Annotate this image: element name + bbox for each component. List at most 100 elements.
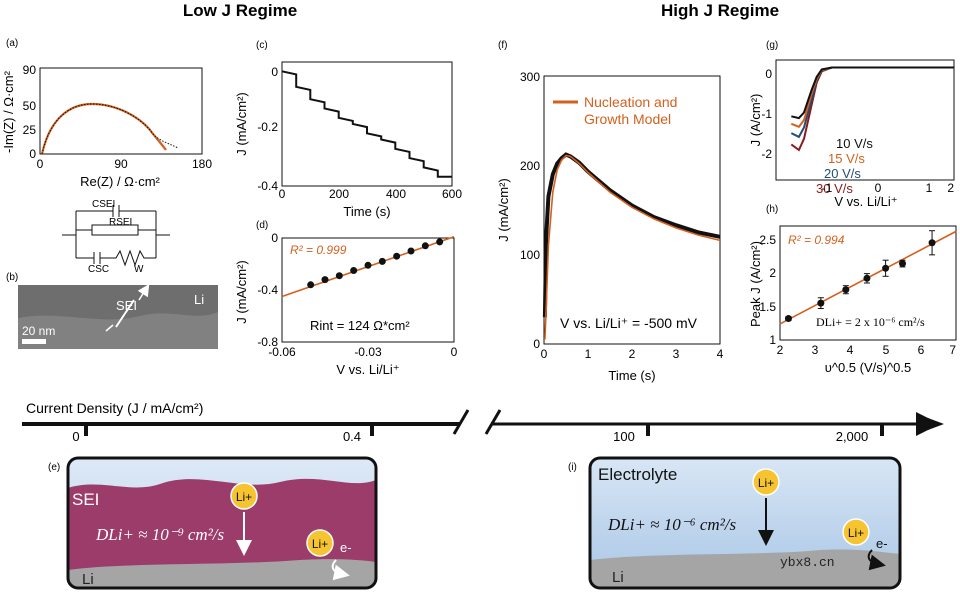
plot-frame-a	[39, 67, 203, 155]
y-axis-label-h: Peak J (A/cm²)	[748, 241, 763, 327]
tick-label: 0	[29, 147, 36, 161]
equivalent-circuit	[62, 205, 170, 267]
electron-label-i: e-	[876, 536, 888, 551]
y-axis-label-f: J (mA/cm²)	[496, 178, 511, 242]
tick-label: 1.5	[759, 300, 776, 314]
y-axis-label-g: J (A/cm²)	[748, 94, 763, 147]
data-curve-a	[41, 103, 179, 155]
tick-label: 0	[271, 65, 278, 79]
tick-label: 4	[717, 347, 724, 361]
label-sei-e: SEI	[72, 490, 99, 509]
li-ion-badge-e2: Li+	[312, 537, 328, 551]
x-axis-label-g: V vs. Li/Li⁺	[834, 194, 897, 209]
panel-tag-d: (d)	[256, 220, 268, 231]
tick-label: 5	[883, 343, 890, 357]
y-axis-label-c: J (mA/cm²)	[234, 92, 249, 156]
tick-label: 2	[777, 343, 784, 357]
tick-label: 0	[279, 187, 286, 201]
tick-label: -0.03	[354, 345, 382, 359]
axis-tick-100: 100	[613, 429, 635, 444]
tick-label: 0	[765, 67, 772, 81]
series-line-g-1	[790, 66, 954, 129]
tick-label: 0	[37, 157, 44, 171]
panel-c-chrono: 0 200 400 600 0 -0.2 -0.4 Time (s) J (mA…	[234, 61, 462, 219]
data-point-d	[436, 238, 444, 246]
tick-label: 50	[23, 99, 37, 113]
tick-label: 200	[520, 159, 540, 173]
panel-tag-h: (h)	[766, 204, 778, 215]
fit-curve-a	[40, 102, 167, 155]
series-line-f-measured	[542, 152, 721, 318]
tick-label: 0	[875, 181, 882, 195]
axis-tick-2000: 2,000	[836, 429, 869, 444]
data-point-h	[842, 286, 850, 294]
tick-label: 6	[918, 343, 925, 357]
series-line-c	[281, 70, 452, 178]
scale-bar-label: 20 nm	[22, 324, 55, 338]
tick-label: 90	[23, 63, 37, 77]
rate-label-20: 20 V/s	[824, 166, 861, 181]
tick-label: 7	[949, 343, 956, 357]
electron-label-e: e-	[340, 540, 352, 555]
tick-label: 2	[629, 347, 636, 361]
panel-f-transient: Nucleation and Growth Model V vs. Li/Li⁺…	[496, 70, 724, 383]
label-electrolyte: Electrolyte	[598, 465, 677, 484]
data-point-h	[817, 299, 825, 307]
tick-label: 3	[673, 347, 680, 361]
series-line-f-model	[544, 154, 721, 340]
data-point-h	[882, 264, 890, 272]
label-li-i: Li	[612, 569, 624, 586]
tick-label: 1	[769, 333, 776, 347]
data-point-d	[407, 247, 415, 255]
data-point-d	[364, 261, 372, 269]
li-ion-badge-e1: Li+	[236, 490, 252, 504]
data-point-h	[784, 315, 792, 323]
x-axis-label-d: V vs. Li/Li⁺	[336, 362, 399, 377]
tick-label: 300	[520, 70, 540, 84]
tick-label: -0.8	[257, 335, 278, 349]
header-low-regime: Low J Regime	[183, 1, 297, 20]
tick-label: 180	[192, 157, 212, 171]
data-point-d	[378, 257, 386, 265]
circuit-label-rsei: RSEI	[109, 217, 132, 228]
x-axis-label-a: Re(Z) / Ω·cm²	[80, 174, 160, 189]
panel-d-linear: R² = 0.999 Rint = 124 Ω*cm² -0.06 -0.03 …	[234, 231, 458, 377]
data-point-d	[307, 281, 315, 289]
panel-tag-b: (b)	[6, 272, 18, 283]
axis-arrowhead	[928, 418, 944, 430]
axis-tick-0-4: 0.4	[343, 429, 361, 444]
panel-h-randles: R² = 0.994 DLi+ = 2 x 10⁻⁶ cm²/s 2 3 4 5…	[748, 225, 957, 375]
plot-frame-g	[775, 59, 955, 181]
tick-label: -1	[822, 181, 833, 195]
tick-label: 0	[271, 231, 278, 245]
rint-label: Rint = 124 Ω*cm²	[310, 318, 410, 333]
label-li-b: Li	[194, 292, 204, 307]
tick-label: -1	[761, 107, 772, 121]
tick-label: 600	[442, 187, 462, 201]
y-axis-label-a: -Im(Z) / Ω·cm²	[1, 70, 16, 153]
axis-tick-0: 0	[72, 429, 79, 444]
plot-frame-c	[281, 61, 453, 187]
tick-label: 2	[947, 181, 954, 195]
li-ion-badge-i2: Li+	[848, 526, 864, 540]
rate-label-15: 15 V/s	[828, 151, 865, 166]
header-high-regime: High J Regime	[661, 1, 779, 20]
panel-tag-f: (f)	[498, 40, 507, 51]
label-li-e: Li	[82, 571, 94, 588]
current-density-title: Current Density (J / mA/cm²)	[26, 400, 203, 416]
r2-label-h: R² = 0.994	[788, 233, 845, 247]
tick-label: 0	[533, 337, 540, 351]
panel-tag-g: (g)	[766, 40, 778, 51]
tick-label: 200	[329, 187, 349, 201]
legend-label-f-2: Growth Model	[584, 111, 671, 127]
circuit-label-csei: CSEI	[92, 199, 115, 210]
data-point-d	[321, 276, 329, 284]
tick-label: -0.4	[257, 283, 278, 297]
data-point-d	[335, 272, 343, 280]
tick-label: 2	[769, 266, 776, 280]
data-point-d	[393, 252, 401, 260]
legend-label-f-1: Nucleation and	[584, 94, 677, 110]
data-point-d	[421, 242, 429, 250]
tick-label: 4	[847, 343, 854, 357]
